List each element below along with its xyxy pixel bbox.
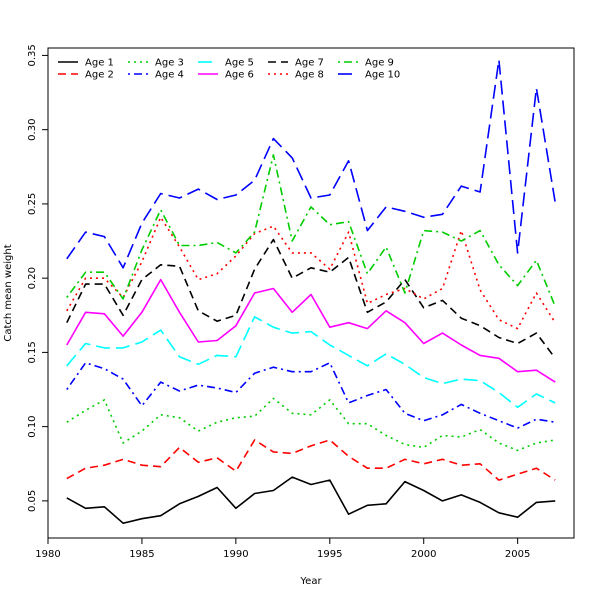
x-axis-title: Year — [299, 576, 322, 587]
series-line-age-5 — [66, 315, 556, 409]
plot-frame — [47, 47, 575, 539]
y-tick-label: 0.15 — [27, 341, 38, 363]
y-tick-label: 0.10 — [27, 415, 38, 437]
x-tick-label: 1990 — [223, 549, 248, 560]
y-tick-label: 0.20 — [27, 267, 38, 289]
legend-label-age-4: Age 4 — [155, 70, 184, 81]
y-tick-label: 0.25 — [27, 193, 38, 215]
legend-label-age-2: Age 2 — [85, 70, 114, 81]
legend-label-age-9: Age 9 — [365, 58, 394, 69]
y-tick-label: 0.30 — [27, 119, 38, 141]
x-tick-label: 1980 — [35, 549, 60, 560]
legend-label-age-1: Age 1 — [85, 58, 114, 69]
series-line-age-1 — [66, 476, 556, 525]
series-line-age-2 — [66, 439, 556, 481]
x-tick-label: 1985 — [129, 549, 154, 560]
x-axis: 1980 1985 1990 1995 2000 2005 — [35, 538, 530, 560]
series-line-age-6 — [66, 278, 556, 383]
x-tick-label: 2000 — [411, 549, 436, 560]
y-axis: 0.05 0.10 0.15 0.20 0.25 0.30 0.35 — [27, 44, 48, 512]
legend-label-age-10: Age 10 — [365, 70, 400, 81]
legend-label-age-5: Age 5 — [225, 58, 254, 69]
series-line-age-3 — [66, 397, 556, 452]
x-tick-label: 1995 — [317, 549, 342, 560]
legend-label-age-3: Age 3 — [155, 58, 184, 69]
legend-label-age-6: Age 6 — [225, 70, 254, 81]
series-line-age-4 — [66, 361, 556, 429]
y-tick-label: 0.35 — [27, 44, 38, 66]
series-line-age-8 — [66, 216, 556, 330]
series-line-age-7 — [66, 238, 556, 359]
x-tick-label: 2005 — [505, 549, 530, 560]
series-line-age-10 — [66, 59, 556, 269]
y-tick-label: 0.05 — [27, 490, 38, 512]
series-layer — [66, 59, 556, 525]
series-line-age-9 — [66, 154, 556, 307]
y-axis-title: Catch mean weight — [3, 244, 14, 341]
legend-label-age-8: Age 8 — [295, 70, 324, 81]
legend-label-age-7: Age 7 — [295, 58, 324, 69]
